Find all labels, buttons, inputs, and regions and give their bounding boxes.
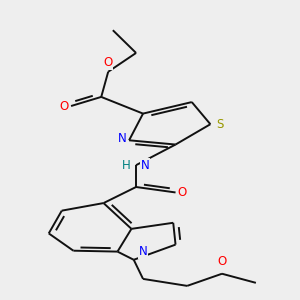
Text: N: N [118, 132, 127, 145]
Text: S: S [216, 118, 223, 131]
Text: N: N [138, 245, 147, 258]
Text: H: H [122, 159, 130, 172]
Text: O: O [178, 186, 187, 199]
Text: O: O [59, 100, 69, 112]
Text: O: O [103, 56, 113, 69]
Text: O: O [218, 255, 226, 268]
Text: N: N [141, 159, 149, 172]
